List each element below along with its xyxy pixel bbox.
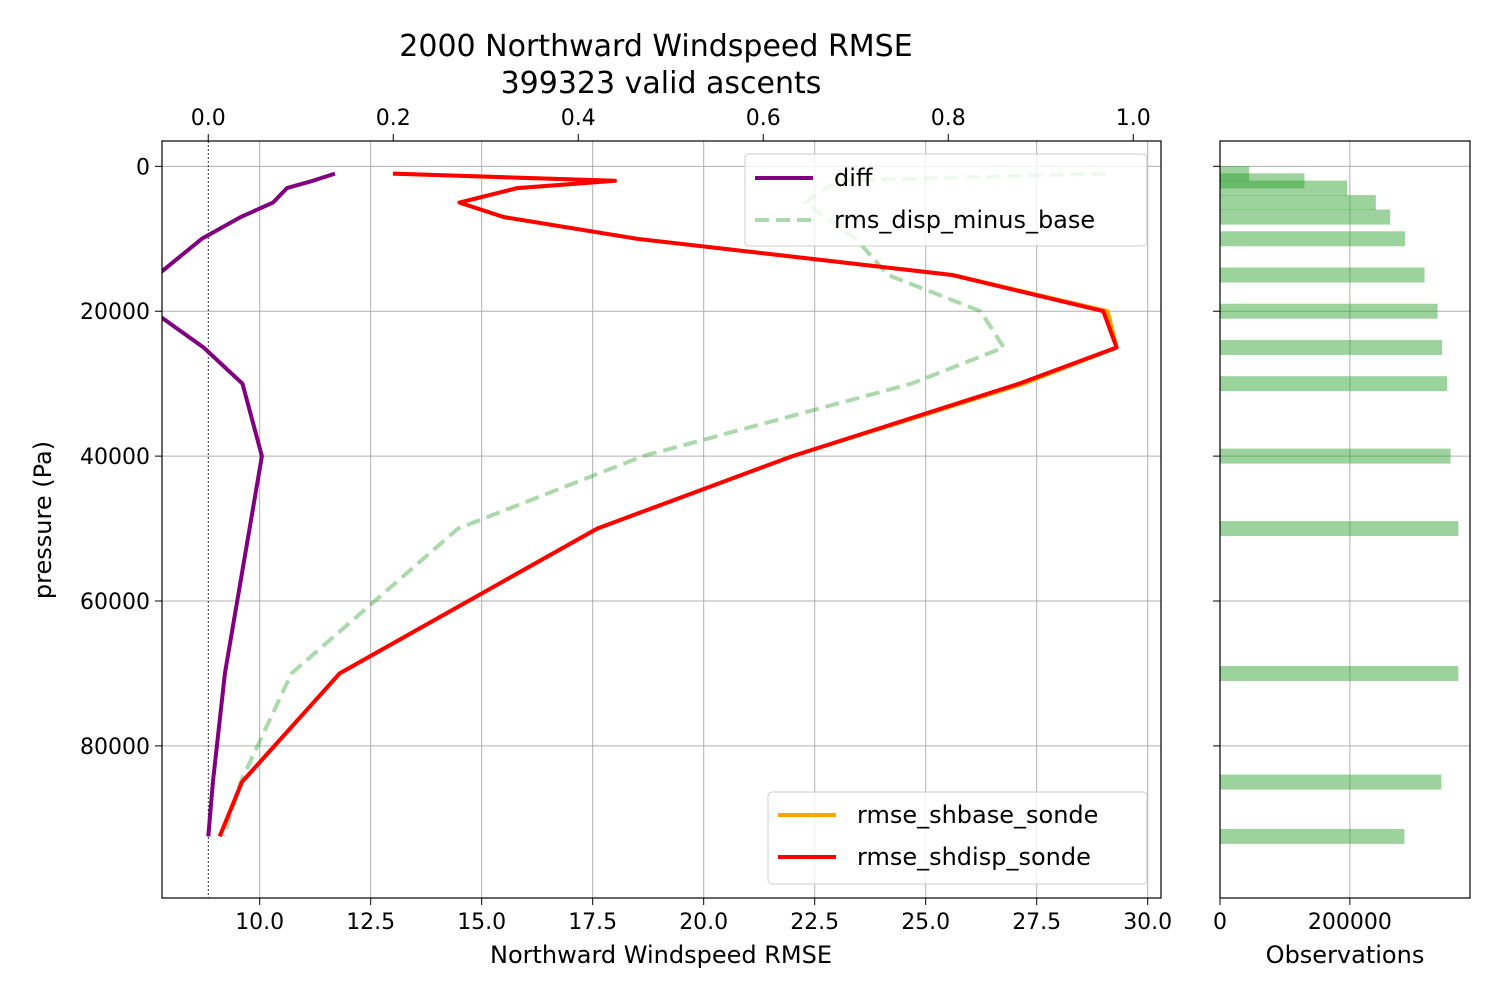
legend-upper-frame [744, 153, 1148, 247]
observation-bar [1220, 448, 1451, 464]
x-tick-label: 12.5 [346, 910, 395, 935]
top-tick-label: 0.6 [746, 106, 781, 131]
histogram-y-ticks [1213, 165, 1220, 747]
rmse-shdisp-sonde-line [217, 171, 1119, 838]
top-x-axis: 0.0 0.2 0.4 0.6 0.8 1.0 [191, 106, 1151, 141]
legend-lower-right: rmse_shbase_sonde rmse_shdisp_sonde [767, 791, 1148, 885]
top-tick-label: 0.8 [931, 106, 966, 131]
top-tick-label: 0.2 [376, 106, 411, 131]
y-tick-label: 40000 [80, 445, 150, 470]
x-tick-label: 15.0 [457, 910, 506, 935]
observation-bar [1220, 774, 1442, 790]
main-axes-frame [161, 140, 1162, 899]
main-grid [162, 141, 1161, 898]
chart-subtitle: 399323 valid ascents [501, 66, 822, 101]
y-tick-label: 0 [136, 155, 150, 180]
legend-diff-label: diff [834, 164, 873, 192]
legend-shdisp-label: rmse_shdisp_sonde [857, 843, 1091, 871]
x-tick-label: 20.0 [679, 910, 728, 935]
legend-rms-label: rms_disp_minus_base [834, 206, 1095, 234]
observation-bar [1220, 828, 1405, 844]
x-tick-label: 17.5 [568, 910, 617, 935]
diff-line [162, 171, 336, 837]
histogram-bars [1220, 166, 1459, 844]
x-axis-label: Northward Windspeed RMSE [490, 941, 832, 969]
x-tick-label: 22.5 [790, 910, 839, 935]
top-tick-label: 1.0 [1116, 106, 1151, 131]
y-axis-label: pressure (Pa) [29, 441, 57, 599]
observation-bar [1220, 303, 1438, 319]
histogram-x-label: Observations [1266, 941, 1425, 969]
histogram-x-axis: 0 200000 [1213, 898, 1392, 935]
y-tick-label: 60000 [80, 590, 150, 615]
top-tick-label: 0.4 [561, 106, 596, 131]
x-tick-label: 30.0 [1123, 910, 1172, 935]
x-tick-label: 27.5 [1012, 910, 1061, 935]
observation-bar [1220, 209, 1391, 225]
histogram-tick-label: 0 [1213, 910, 1227, 935]
observation-bar [1220, 376, 1448, 392]
chart-title: 2000 Northward Windspeed RMSE [399, 29, 912, 64]
top-tick-label: 0.0 [191, 106, 226, 131]
x-tick-label: 10.0 [235, 910, 284, 935]
observation-bar [1220, 665, 1459, 681]
y-tick-label: 80000 [80, 735, 150, 760]
observation-bar [1220, 173, 1305, 189]
observation-bar [1220, 195, 1376, 211]
observation-bar [1220, 267, 1425, 283]
x-tick-label: 25.0 [901, 910, 950, 935]
observation-bar [1220, 339, 1443, 355]
legend-lower-frame [767, 791, 1148, 885]
observation-bar [1220, 180, 1348, 196]
observation-bar [1220, 166, 1250, 182]
observation-bar [1220, 521, 1459, 537]
bottom-x-axis: 10.0 12.5 15.0 17.5 20.0 22.5 25.0 27.5 30.0 [235, 898, 1172, 935]
left-y-axis: 0 20000 40000 60000 80000 [80, 155, 162, 760]
histogram-axes-frame [1219, 140, 1471, 899]
y-tick-label: 20000 [80, 300, 150, 325]
histogram-tick-label: 200000 [1308, 910, 1392, 935]
observation-bar [1220, 231, 1406, 247]
legend-shbase-label: rmse_shbase_sonde [857, 801, 1098, 829]
legend-upper-right: diff rms_disp_minus_base [744, 153, 1148, 247]
